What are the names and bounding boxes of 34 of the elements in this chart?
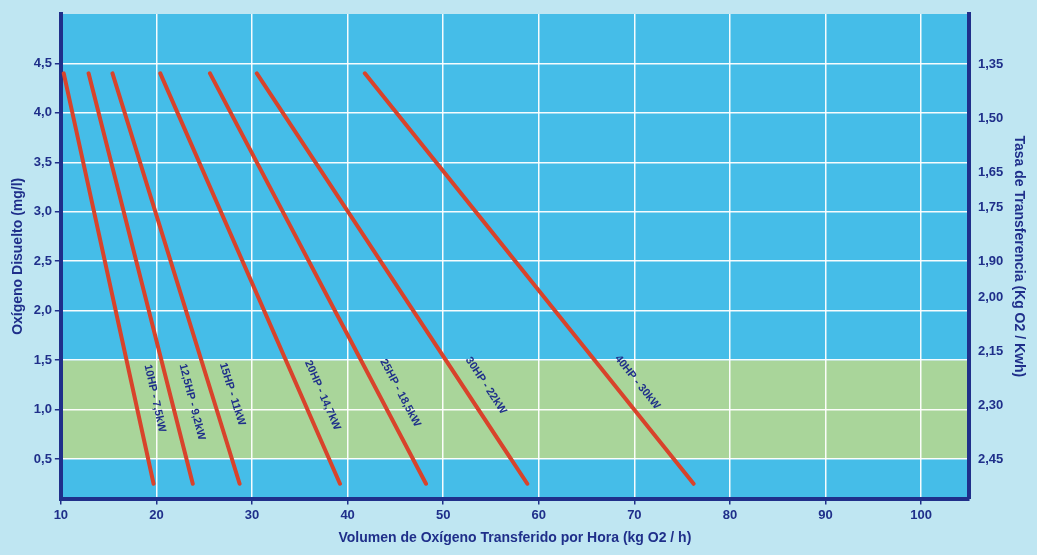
text: 10HP - 7,5kW [142, 363, 170, 434]
y-tick-label: 0,5 [33, 450, 52, 466]
y2-tick-label: 1,75 [977, 199, 1004, 215]
y-tick-label: 3,5 [33, 153, 52, 169]
y-tick-label: 1,0 [33, 401, 52, 417]
y2-tick-label: 1,35 [977, 55, 1004, 71]
y2-tick-label: 1,90 [977, 253, 1004, 269]
y-tick-label: 2,5 [33, 252, 52, 268]
x-tick-label: 100 [910, 506, 932, 522]
x-tick-label: 40 [340, 506, 355, 522]
y-tick-label: 1,5 [33, 351, 52, 367]
x-tick-label: 30 [244, 506, 260, 522]
y2-tick-label: 1,65 [977, 163, 1004, 179]
x-tick-label: 10 [53, 506, 69, 522]
y2-tick-label: 1,50 [977, 109, 1004, 125]
y2-tick-label: 2,00 [977, 289, 1004, 305]
y-tick-label: 4,5 [33, 55, 52, 71]
text: 12,5HP - 9,2kW [177, 362, 209, 442]
text: 15HP - 11kW [217, 361, 249, 428]
x-tick-label: 70 [627, 506, 642, 522]
y-axis-title: Oxígeno Disuelto (mg/l) [9, 177, 26, 335]
x-tick-label: 20 [149, 506, 164, 522]
x-tick-label: 60 [531, 506, 547, 522]
x-tick-label: 50 [435, 506, 451, 522]
x-tick-label: 90 [818, 506, 833, 522]
y2-axis-title: Tasa de Transferencia (Kg O2 / Kwh) [1011, 135, 1028, 378]
y-tick-label: 2,0 [33, 302, 52, 318]
y2-tick-label: 2,45 [977, 450, 1004, 466]
x-axis-title: Volumen de Oxígeno Transferido por Hora (kg O2 / h) [338, 529, 692, 546]
y-tick-label: 4,0 [33, 104, 52, 120]
y2-tick-label: 2,15 [977, 343, 1004, 358]
y2-tick-label: 2,30 [977, 396, 1004, 412]
y-tick-label: 3,0 [33, 203, 52, 219]
x-tick-label: 80 [722, 506, 738, 522]
